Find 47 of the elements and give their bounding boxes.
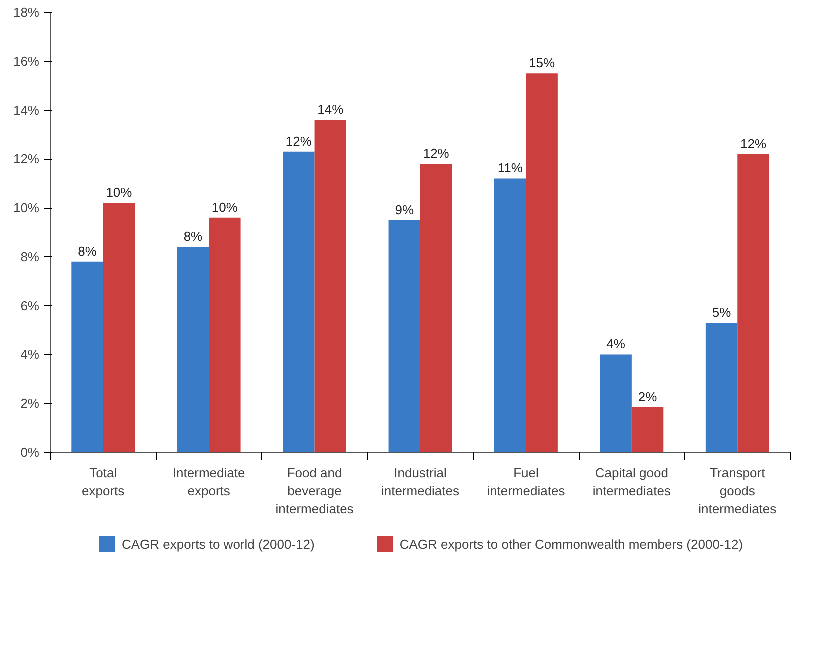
x-tick-label: Industrial intermediates: [381, 466, 460, 498]
x-tick-label: Fuel intermediates: [487, 466, 566, 498]
bar: [526, 74, 558, 452]
data-label: 10%: [212, 200, 238, 215]
data-label: 5%: [712, 304, 732, 320]
x-tick-label: Intermediate exports: [172, 466, 246, 498]
y-tick-label: 2%: [20, 396, 40, 412]
x-tick-label: Total exports: [82, 466, 126, 498]
bar: [632, 407, 664, 452]
y-tick-label: 16%: [13, 54, 40, 69]
x-tick-label: Capital good intermediates: [592, 466, 672, 498]
data-label: 12%: [286, 134, 312, 149]
bar: [314, 120, 346, 452]
bar: [738, 154, 770, 452]
y-tick-label: 8%: [20, 249, 40, 264]
y-tick-label: 12%: [13, 152, 40, 167]
legend-label: CAGR exports to other Commonwealth members (2000-12): [400, 536, 744, 552]
data-label: 12%: [423, 146, 450, 162]
y-tick-label: 4%: [20, 347, 40, 362]
bar: [177, 247, 210, 452]
bar: [706, 322, 738, 452]
y-tick-label: 0%: [20, 445, 40, 460]
x-tick-label: Food and beverage intermediates: [276, 466, 354, 516]
data-label: 4%: [606, 336, 626, 352]
y-tick-label: 18%: [13, 5, 40, 20]
bar: [388, 220, 420, 452]
bar: [72, 262, 104, 452]
bar: [103, 203, 136, 452]
y-tick-label: 10%: [13, 200, 40, 216]
y-tick-label: 14%: [13, 102, 40, 118]
data-label: 11%: [498, 160, 524, 176]
data-label: 8%: [184, 229, 204, 244]
x-tick-label: Transport goods intermediates: [698, 466, 778, 516]
data-label: 8%: [78, 244, 98, 259]
bar: [494, 178, 526, 452]
data-label: 10%: [106, 185, 133, 200]
data-label: 9%: [395, 202, 414, 218]
bar: [283, 152, 315, 452]
bar: [420, 164, 452, 452]
bar: [600, 354, 632, 452]
data-label: 12%: [740, 136, 767, 152]
y-tick-label: 6%: [20, 298, 40, 314]
data-label: 2%: [638, 389, 658, 404]
bar: [209, 218, 241, 452]
data-label: 15%: [529, 56, 556, 71]
data-label: 14%: [318, 102, 344, 118]
legend-label: CAGR exports to world (2000-12): [122, 536, 315, 552]
